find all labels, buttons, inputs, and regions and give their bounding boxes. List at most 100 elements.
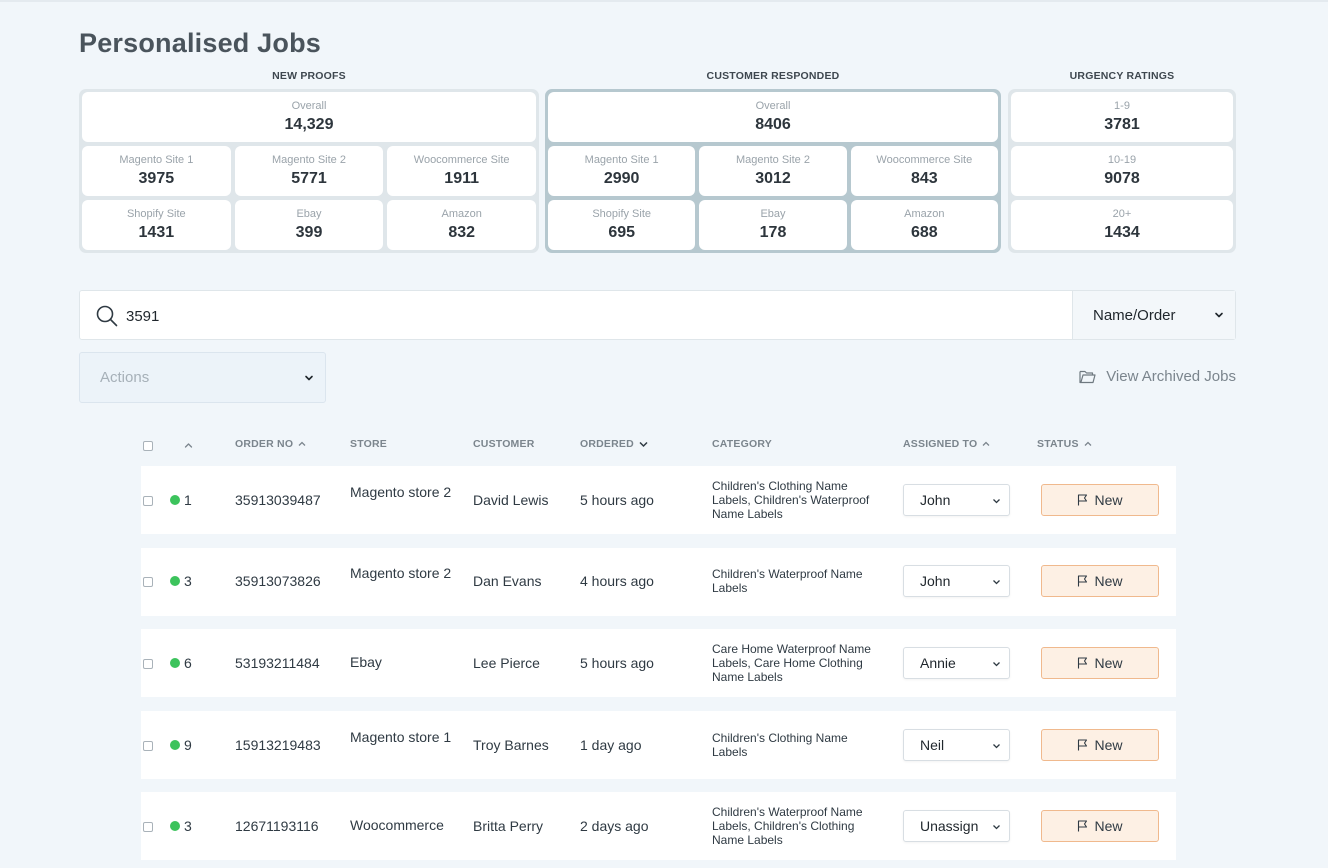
customer-responded-card-ebay[interactable]: Ebay 178 <box>699 200 847 250</box>
header-ordered[interactable]: ORDERED <box>580 438 649 450</box>
customer-responded-overall-card[interactable]: Overall 8406 <box>548 92 998 142</box>
header-assigned-to[interactable]: ASSIGNED TO <box>903 438 991 450</box>
folder-icon <box>1079 370 1096 384</box>
header-customer[interactable]: CUSTOMER <box>473 438 535 450</box>
customer-responded-card-magento-1[interactable]: Magento Site 1 2990 <box>548 146 696 196</box>
search-input[interactable] <box>126 301 1026 331</box>
sort-urgency-chevron-up-icon[interactable] <box>183 440 194 451</box>
customer-responded-card-amazon[interactable]: Amazon 688 <box>850 200 998 250</box>
sort-up-icon <box>298 441 306 446</box>
new-proofs-card-magento-2[interactable]: Magento Site 2 5771 <box>234 146 384 196</box>
status-label: New <box>1094 737 1123 753</box>
actions-dropdown[interactable]: Actions <box>79 352 326 403</box>
header-customer-label: CUSTOMER <box>473 438 535 450</box>
stat-value: 1911 <box>444 169 480 187</box>
assigned-value: John <box>920 492 951 508</box>
urgency-value: 3 <box>184 573 192 589</box>
urgency-ratings-group: URGENCY RATINGS 1-9 3781 10-19 9078 20+ … <box>1008 70 1236 253</box>
store: Woocommerce <box>350 817 444 833</box>
stat-label: Magento Site 1 <box>119 153 194 166</box>
table-row[interactable]: 1 35913039487 Magento store 2 David Lewi… <box>141 466 1176 534</box>
chevron-down-icon <box>993 662 1000 667</box>
new-proofs-card-shopify[interactable]: Shopify Site 1431 <box>82 200 231 250</box>
row-checkbox[interactable] <box>143 577 153 587</box>
customer-responded-card-magento-2[interactable]: Magento Site 2 3012 <box>699 146 847 196</box>
ordered: 2 days ago <box>580 818 649 834</box>
new-proofs-card-ebay[interactable]: Ebay 399 <box>234 200 384 250</box>
ordered: 1 day ago <box>580 737 642 753</box>
urgency-card-10-19[interactable]: 10-19 9078 <box>1011 146 1233 196</box>
header-status[interactable]: STATUS <box>1037 438 1093 450</box>
assigned-select[interactable]: Neil <box>903 729 1010 761</box>
table-row[interactable]: 9 15913219483 Magento store 1 Troy Barne… <box>141 711 1176 779</box>
category: Children's Waterproof Name Labels <box>712 567 863 595</box>
status-dot <box>170 495 180 505</box>
customer-responded-card-shopify[interactable]: Shopify Site 695 <box>548 200 696 250</box>
ordered: 5 hours ago <box>580 492 654 508</box>
status-button[interactable]: New <box>1041 810 1159 842</box>
new-proofs-card-magento-1[interactable]: Magento Site 1 3975 <box>82 146 231 196</box>
sort-down-icon <box>639 441 648 448</box>
flag-icon <box>1078 820 1088 832</box>
row-checkbox[interactable] <box>143 741 153 751</box>
assigned-select[interactable]: John <box>903 565 1010 597</box>
assigned-select[interactable]: John <box>903 484 1010 516</box>
new-proofs-title: NEW PROOFS <box>272 70 346 82</box>
urgency-card-20-plus[interactable]: 20+ 1434 <box>1011 200 1233 250</box>
ordered: 5 hours ago <box>580 655 654 671</box>
chevron-down-icon <box>993 499 1000 504</box>
store: Magento store 2 <box>350 484 452 500</box>
customer: Dan Evans <box>473 573 542 589</box>
status-button[interactable]: New <box>1041 729 1159 761</box>
row-checkbox[interactable] <box>143 659 153 669</box>
stat-value: 3975 <box>138 169 175 187</box>
view-archived-jobs-link[interactable]: View Archived Jobs <box>1079 368 1236 385</box>
chevron-down-icon <box>993 744 1000 749</box>
order-no: 35913073826 <box>235 573 321 589</box>
status-button[interactable]: New <box>1041 484 1159 516</box>
header-store-label: STORE <box>350 438 387 450</box>
status-button[interactable]: New <box>1041 565 1159 597</box>
category: Care Home Waterproof Name Labels, Care H… <box>712 642 871 684</box>
page-title: Personalised Jobs <box>79 28 321 58</box>
stat-label: Magento Site 1 <box>584 153 659 166</box>
new-proofs-overall-card[interactable]: Overall 14,329 <box>82 92 536 142</box>
row-checkbox[interactable] <box>143 496 153 506</box>
order-no: 12671193116 <box>235 818 319 834</box>
store: Ebay <box>350 654 382 670</box>
header-category[interactable]: CATEGORY <box>712 438 772 450</box>
flag-icon <box>1078 657 1088 669</box>
table-row[interactable]: 3 35913073826 Magento store 2 Dan Evans … <box>141 548 1176 616</box>
stat-label: 20+ <box>1112 207 1132 220</box>
stat-value: 2990 <box>603 169 640 187</box>
status-dot <box>170 740 180 750</box>
search-type-select[interactable]: Name/Order <box>1072 291 1235 339</box>
customer: Troy Barnes <box>473 737 549 753</box>
stat-label: Overall <box>291 99 327 112</box>
stat-label: Woocommerce Site <box>413 153 510 166</box>
new-proofs-card-amazon[interactable]: Amazon 832 <box>387 200 536 250</box>
new-proofs-group: NEW PROOFS Overall 14,329 Magento Site 1… <box>79 70 539 253</box>
row-checkbox[interactable] <box>143 822 153 832</box>
urgency-card-1-9[interactable]: 1-9 3781 <box>1011 92 1233 142</box>
urgency-value: 6 <box>184 655 192 671</box>
select-all-checkbox[interactable] <box>143 441 153 451</box>
header-order-no[interactable]: ORDER NO <box>235 438 307 450</box>
assigned-select[interactable]: Unassign <box>903 810 1010 842</box>
table-row[interactable]: 3 12671193116 Woocommerce Britta Perry 2… <box>141 792 1176 860</box>
header-status-label: STATUS <box>1037 438 1079 450</box>
search-icon <box>96 305 118 327</box>
header-ordered-label: ORDERED <box>580 438 634 450</box>
stat-label: Amazon <box>441 207 482 220</box>
header-store[interactable]: STORE <box>350 438 387 450</box>
table-row[interactable]: 6 53193211484 Ebay Lee Pierce 5 hours ag… <box>141 629 1176 697</box>
top-divider <box>0 0 1328 2</box>
new-proofs-card-woocommerce[interactable]: Woocommerce Site 1911 <box>387 146 536 196</box>
stat-label: Ebay <box>296 207 322 220</box>
status-button[interactable]: New <box>1041 647 1159 679</box>
assigned-select[interactable]: Annie <box>903 647 1010 679</box>
customer-responded-card-woocommerce[interactable]: Woocommerce Site 843 <box>850 146 998 196</box>
order-no: 53193211484 <box>235 655 320 671</box>
status-label: New <box>1094 492 1123 508</box>
urgency-value: 9 <box>184 737 192 753</box>
